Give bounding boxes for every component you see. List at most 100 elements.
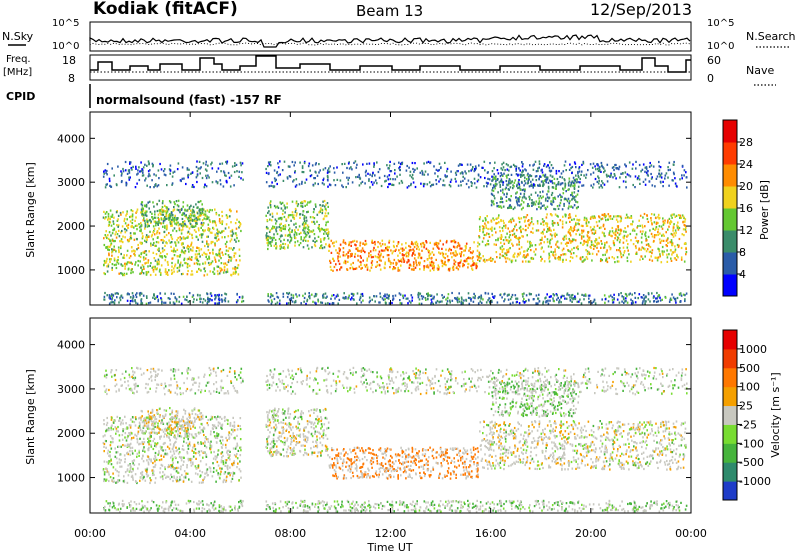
power-cell [212,271,214,273]
power-cell [182,213,184,215]
power-cell [236,237,238,239]
power-cell [617,239,619,241]
power-cell [134,250,136,252]
power-cell [288,234,290,236]
power-cell [406,165,408,167]
power-cell [205,163,207,165]
power-cell [193,219,195,221]
velocity-cell [232,475,234,477]
power-cell [159,163,161,165]
power-cell [217,273,219,275]
power-cell [632,221,634,223]
power-cell [272,239,274,241]
power-cell [134,264,136,266]
power-cell [649,162,651,164]
power-cell [516,166,518,168]
power-cell [522,293,524,295]
power-cell [166,212,168,214]
power-cell [685,171,687,173]
power-cell [619,247,621,249]
power-cell [272,216,274,218]
power-cell [340,179,342,181]
power-cell [576,255,578,257]
power-cell [317,214,319,216]
power-cell [322,201,324,203]
power-cell [530,231,532,233]
power-cell [300,242,302,244]
power-cell [388,258,390,260]
power-cell [143,217,145,219]
power-cell [192,246,194,248]
power-cell [320,301,322,303]
power-cell [135,216,137,218]
power-cell [288,229,290,231]
power-cell [208,229,210,231]
power-cell [371,264,373,266]
power-cell [266,226,268,228]
power-cell [389,165,391,167]
power-cell [356,241,358,243]
power-cell [304,200,306,202]
power-cell [191,186,193,188]
power-cell [116,211,118,213]
power-cell [433,248,435,250]
power-cell [104,244,106,246]
power-cell [174,203,176,205]
power-cell [678,246,680,248]
freq-tick-top: 18 [62,54,76,67]
power-cell [365,175,367,177]
velocity-cell [133,437,135,439]
power-cell [499,181,501,183]
power-cell [409,267,411,269]
power-cell [362,295,364,297]
power-cell [298,244,300,246]
power-cell [120,170,122,172]
power-cell [221,230,223,232]
power-cell [581,230,583,232]
power-cell [667,220,669,222]
power-cell [132,166,134,168]
power-cell [299,162,301,164]
power-cell [624,300,626,302]
power-cell [661,235,663,237]
power-cell [486,227,488,229]
power-cell [462,302,464,304]
power-cell [649,180,651,182]
power-cell [521,246,523,248]
power-cell [228,250,230,252]
power-cell [362,300,364,302]
power-cell [400,248,402,250]
power-cell [217,270,219,272]
power-cell [587,239,589,241]
power-cell [535,161,537,163]
power-cell [607,219,609,221]
power-cell [643,163,645,165]
power-cell [645,235,647,237]
power-cell [202,263,204,265]
power-cell [304,237,306,239]
power-cell [110,301,112,303]
power-cell [453,266,455,268]
power-cell [425,240,427,242]
freq-trace [90,56,691,72]
power-cell [332,270,334,272]
power-cell [462,263,464,265]
power-cell [115,250,117,252]
power-cell [108,249,110,251]
power-cell [303,301,305,303]
power-cell [519,183,521,185]
power-cell [136,211,138,213]
power-cell [594,165,596,167]
power-cell [158,218,160,220]
power-cell [574,161,576,163]
power-cell [144,228,146,230]
power-cell [233,184,235,186]
velocity-cell [191,434,193,436]
power-cell [482,220,484,222]
power-cell [182,218,184,220]
power-cell [103,298,105,300]
power-cell [505,236,507,238]
power-cell [524,190,526,192]
power-cell [198,210,200,212]
power-cell [603,214,605,216]
